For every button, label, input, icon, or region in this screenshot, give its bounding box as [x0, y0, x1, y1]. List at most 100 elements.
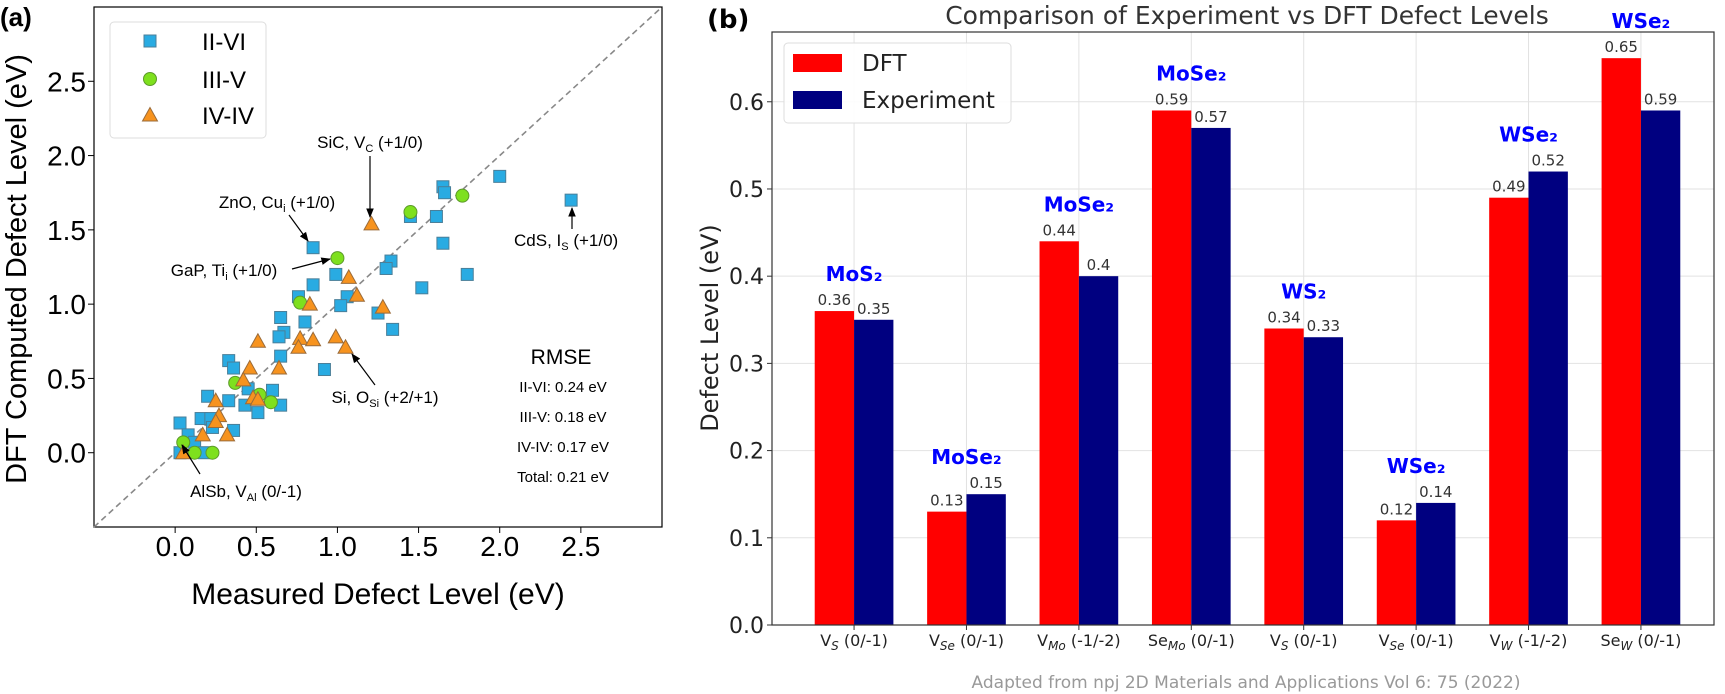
annotation-text: (+1/0) — [373, 133, 423, 152]
annotation: SiC, VC (+1/0) — [317, 133, 423, 218]
square-legend-icon — [143, 34, 157, 48]
legend-label: III-V — [202, 67, 246, 94]
bar-value-label: 0.36 — [818, 291, 851, 309]
category-charge: (0/-1) — [839, 631, 888, 650]
rmse-line: Total: 0.21 eV — [517, 469, 609, 486]
annotation-text: ZnO, Cu — [219, 193, 283, 212]
category-label: VS (0/-1) — [1270, 631, 1338, 653]
annotation: ZnO, Cui (+1/0) — [219, 193, 335, 242]
bar-experiment — [854, 319, 894, 625]
category-base: Se — [1600, 631, 1620, 650]
annotation-text: Si, O — [331, 388, 369, 407]
square-point — [429, 209, 443, 223]
x-tick-label: 0.0 — [156, 531, 195, 562]
annotation-arrow — [181, 444, 201, 475]
category-label: VSe (0/-1) — [1379, 631, 1454, 653]
bar-experiment — [1303, 337, 1344, 625]
bar-experiment — [1528, 171, 1568, 625]
annotation-subscript: Si — [369, 398, 379, 410]
category-charge: (0/-1) — [1405, 631, 1454, 650]
bar-dft — [814, 311, 855, 625]
circle-point — [403, 205, 418, 220]
circle-point — [263, 395, 278, 410]
category-subscript: W — [1620, 639, 1633, 653]
triangle-point — [348, 286, 366, 302]
y-axis-label: Defect Level (eV) — [696, 224, 724, 432]
triangle-point — [304, 331, 322, 347]
x-tick-label: 2.5 — [561, 531, 600, 562]
x-tick-label: 1.0 — [318, 531, 357, 562]
triangle-point — [218, 426, 236, 442]
bar-dft — [1039, 241, 1079, 625]
bar-value-label: 0.13 — [930, 492, 963, 510]
triangle-legend-icon — [141, 106, 159, 122]
triangle-point — [194, 426, 212, 442]
bar-dft — [1264, 328, 1304, 625]
square-point — [272, 330, 286, 344]
material-label: MoS₂ — [826, 262, 883, 286]
annotation-label: CdS, IS (+1/0) — [514, 231, 618, 253]
y-tick-label: 0.2 — [729, 440, 764, 465]
bar-experiment — [1078, 276, 1119, 625]
legend-swatch — [793, 91, 842, 109]
material-label: MoSe₂ — [1156, 61, 1226, 85]
rmse-title: RMSE — [531, 346, 592, 369]
y-tick-label: 1.5 — [47, 215, 86, 246]
circle-legend-icon — [143, 72, 157, 86]
legend-swatch — [793, 54, 842, 72]
annotation-label: ZnO, Cui (+1/0) — [219, 193, 335, 215]
bar-value-label: 0.59 — [1644, 90, 1677, 108]
square-point — [173, 416, 187, 430]
category-subscript: Se — [1390, 639, 1405, 653]
material-label: WSe₂ — [1387, 454, 1446, 478]
annotation-subscript: i — [225, 271, 227, 283]
category-subscript: Se — [940, 639, 955, 653]
plot-frame — [771, 31, 1715, 626]
legend-label: Experiment — [862, 88, 995, 114]
annotation-arrow — [288, 214, 309, 242]
category-label: VW (-1/-2) — [1490, 631, 1568, 653]
annotation-text: CdS, I — [514, 231, 561, 250]
square-point — [438, 186, 452, 200]
y-tick-label: 0.4 — [729, 265, 764, 290]
material-label: MoSe₂ — [931, 445, 1001, 469]
category-base: V — [1270, 631, 1281, 650]
bar-value-label: 0.59 — [1155, 90, 1188, 108]
rmse-summary: RMSE II-VI: 0.24 eV III-V: 0.18 eV IV-IV: 0… — [517, 346, 609, 486]
y-tick-label: 0.0 — [47, 438, 86, 469]
bar-value-label: 0.14 — [1419, 483, 1452, 501]
panel-label: (a) — [0, 2, 32, 32]
bar-value-label: 0.65 — [1605, 38, 1638, 56]
square-point — [379, 261, 393, 275]
bar-dft — [1601, 58, 1641, 626]
circle-point — [455, 188, 470, 203]
square-point — [274, 349, 288, 363]
x-axis-label: Measured Defect Level (eV) — [191, 578, 565, 611]
bar-dft — [1376, 520, 1417, 625]
legend: DFT Experiment — [783, 42, 1012, 124]
annotation-label: SiC, VC (+1/0) — [317, 133, 423, 155]
rmse-line: IV-IV: 0.17 eV — [517, 439, 609, 456]
square-point — [298, 315, 312, 329]
annotation-arrow — [351, 353, 376, 386]
annotation: AlSb, VAl (0/-1) — [181, 444, 302, 504]
bar-value-label: 0.33 — [1307, 317, 1340, 335]
circle-point — [330, 251, 345, 266]
legend-label: II-VI — [202, 29, 246, 56]
identity-line — [93, 6, 663, 528]
category-base: Se — [1148, 631, 1168, 650]
category-label: VSe (0/-1) — [929, 631, 1004, 653]
bar-panel: (b) Comparison of Experiment vs DFT Defec… — [696, 1, 1715, 693]
annotation-text: (0/-1) — [257, 482, 302, 501]
square-point — [266, 383, 280, 397]
square-point — [274, 311, 288, 325]
annotation-label: AlSb, VAl (0/-1) — [190, 482, 302, 504]
category-subscript: Mo — [1168, 639, 1186, 653]
category-subscript: Mo — [1048, 639, 1066, 653]
square-point — [306, 278, 320, 292]
bar-value-label: 0.35 — [857, 300, 890, 318]
bar-value-label: 0.4 — [1087, 256, 1111, 274]
y-tick-label: 2.0 — [47, 141, 86, 172]
annotation-text: GaP, Ti — [171, 261, 226, 280]
annotation-subscript: i — [283, 203, 285, 215]
